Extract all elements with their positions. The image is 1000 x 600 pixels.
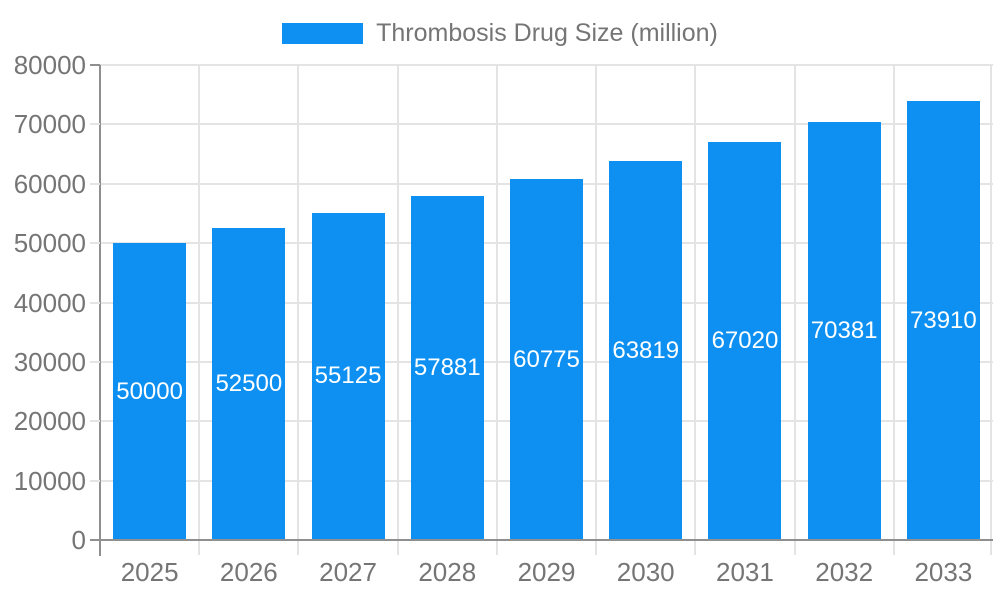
bar-value-label: 60775 <box>513 345 580 373</box>
x-axis-category-label: 2031 <box>716 557 774 587</box>
v-gridline <box>694 65 697 540</box>
y-tick-mark <box>90 360 100 363</box>
bar-value-label: 73910 <box>910 306 977 334</box>
v-gridline <box>990 65 992 540</box>
x-tick-mark <box>990 541 992 555</box>
x-axis-category-label: 2028 <box>418 557 477 587</box>
x-tick-mark <box>793 541 796 555</box>
v-gridline <box>396 65 399 540</box>
h-gridline <box>100 123 993 126</box>
y-tick-mark <box>90 64 100 66</box>
bar-2028[interactable]: 57881 <box>410 196 484 540</box>
x-axis-category-label: 2032 <box>815 557 874 587</box>
y-tick-mark <box>90 182 100 185</box>
bar-2032[interactable]: 70381 <box>807 122 881 540</box>
v-gridline <box>793 65 796 540</box>
x-axis-category-label: 2026 <box>219 557 278 587</box>
y-tick-mark <box>90 479 100 482</box>
bar-2033[interactable]: 73910 <box>906 101 980 540</box>
x-axis-line <box>90 539 993 541</box>
x-axis-category-label: 2030 <box>616 557 675 587</box>
legend-label: Thrombosis Drug Size (million) <box>376 19 718 47</box>
x-axis-category-label: 2027 <box>319 557 377 587</box>
v-gridline <box>595 65 598 540</box>
x-tick-mark <box>297 541 300 555</box>
bar-2030[interactable]: 63819 <box>609 161 683 540</box>
legend-item[interactable]: Thrombosis Drug Size (million) <box>0 19 1000 48</box>
bar-2029[interactable]: 60775 <box>510 179 583 540</box>
bar-2027[interactable]: 55125 <box>311 212 385 540</box>
y-tick-mark <box>90 242 100 245</box>
x-tick-mark <box>892 541 895 555</box>
y-tick-mark <box>90 420 100 423</box>
x-tick-mark <box>198 541 201 555</box>
y-axis-tick-label: 50000 <box>13 228 86 259</box>
x-tick-mark <box>694 541 697 555</box>
h-gridline <box>100 64 993 66</box>
y-axis-tick-label: 40000 <box>13 287 86 318</box>
bar-value-label: 67020 <box>711 327 779 355</box>
bar-2031[interactable]: 67020 <box>708 142 782 540</box>
y-axis-tick-label: 10000 <box>13 465 86 496</box>
y-axis-line <box>99 65 101 556</box>
bar-value-label: 50000 <box>116 377 183 405</box>
y-axis-tick-label: 70000 <box>13 109 86 140</box>
v-gridline <box>198 65 201 540</box>
bar-2025[interactable]: 50000 <box>113 243 187 540</box>
x-tick-mark <box>396 541 399 555</box>
v-gridline <box>297 65 300 540</box>
bar-value-label: 55125 <box>314 362 382 390</box>
y-axis-tick-label: 20000 <box>13 406 86 437</box>
y-axis-tick-label: 80000 <box>13 50 86 80</box>
y-tick-mark <box>90 301 100 304</box>
bar-value-label: 70381 <box>810 317 878 345</box>
bar-value-label: 57881 <box>413 354 481 382</box>
x-tick-mark <box>495 541 498 555</box>
y-axis-tick-label: 30000 <box>13 346 86 377</box>
legend-color-swatch <box>282 23 364 44</box>
v-gridline <box>892 65 895 540</box>
bar-2026[interactable]: 52500 <box>212 228 286 540</box>
bar-value-label: 52500 <box>215 370 283 398</box>
x-axis-category-label: 2029 <box>517 557 576 587</box>
y-axis-tick-label: 0 <box>71 525 86 555</box>
y-tick-mark <box>90 123 100 126</box>
v-gridline <box>495 65 498 540</box>
y-axis-tick-label: 60000 <box>13 168 86 199</box>
plot-area: 50000 52500 55125 57881 60775 63819 67020 70381… <box>100 64 993 540</box>
x-axis-category-label: 2033 <box>914 557 973 587</box>
x-tick-mark <box>595 541 598 555</box>
bar-value-label: 63819 <box>612 336 680 364</box>
x-axis-category-label: 2025 <box>120 557 179 587</box>
